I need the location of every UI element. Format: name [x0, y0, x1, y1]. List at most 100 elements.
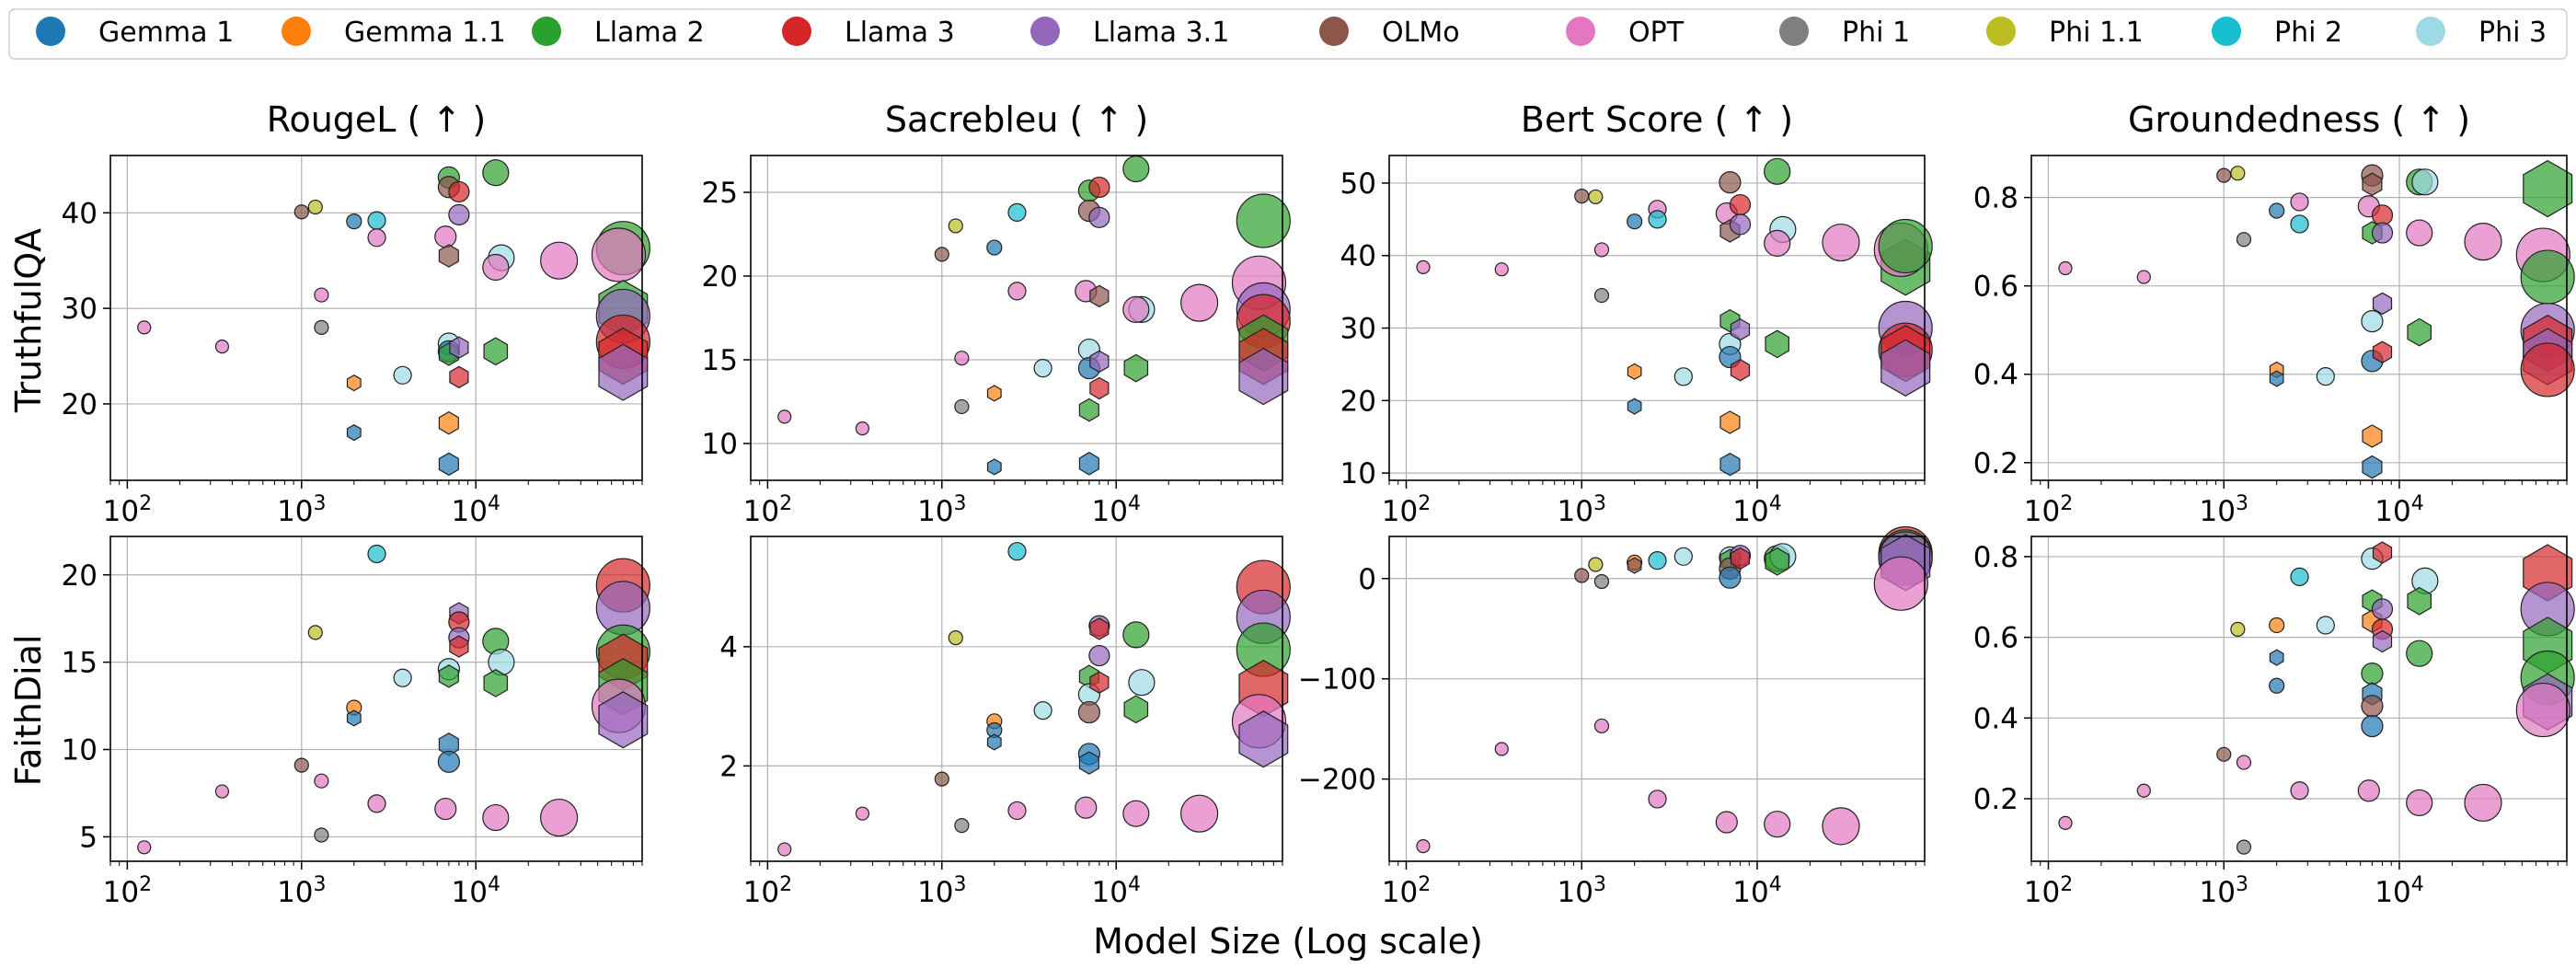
data-point-phi-2	[367, 544, 386, 564]
data-point-llama-2	[1078, 398, 1099, 422]
data-point-gemma-1	[986, 458, 1002, 476]
data-point-llama-2	[2407, 586, 2432, 616]
legend-marker-opt	[1566, 17, 1595, 46]
data-point-phi-1-1	[307, 625, 323, 640]
data-point-opt	[591, 227, 647, 282]
y-tick-label: 0.8	[1973, 541, 2018, 574]
data-point-phi-1-1	[1588, 557, 1604, 572]
y-tick-label: 40	[62, 197, 98, 230]
data-point-gemma-1-1	[2362, 424, 2383, 448]
data-point-olmo	[2216, 746, 2232, 762]
y-tick-label: 4	[719, 631, 738, 664]
data-point-opt	[2290, 192, 2309, 212]
data-point-opt	[482, 803, 510, 832]
data-point-olmo	[1574, 568, 1590, 583]
data-point-llama-3	[2520, 342, 2575, 398]
y-tick-label: 0.4	[1973, 702, 2018, 735]
data-point-opt	[2058, 815, 2073, 830]
x-tick-label: 103	[917, 492, 966, 528]
data-point-opt	[777, 842, 792, 857]
legend-label-olmo: OLMo	[1382, 17, 1460, 49]
y-tick-label: 10	[702, 428, 738, 461]
legend-label-llama-3: Llama 3	[845, 17, 955, 49]
data-point-olmo	[2362, 172, 2383, 196]
data-point-llama-2	[438, 664, 459, 688]
data-point-phi-1	[954, 818, 970, 834]
x-tick-label: 103	[277, 492, 326, 528]
data-point-phi-1	[2236, 839, 2252, 855]
data-point-opt	[1122, 800, 1150, 827]
data-point-llama-3	[1089, 671, 1110, 694]
y-tick-label: 30	[1340, 313, 1376, 346]
subplot-4: 0.2 0.4 0.6 0.8 102 103 104 Groundedness ( ↑ )	[1973, 99, 2575, 528]
data-point-gemma-1-1	[346, 375, 362, 392]
y-tick-label: 50	[1340, 167, 1376, 201]
data-point-llama-3-1	[1730, 317, 1751, 341]
x-tick-label: 102	[743, 873, 792, 909]
legend-label-phi-2: Phi 2	[2274, 17, 2342, 49]
y-tick-label: 0.8	[1973, 182, 2018, 215]
x-tick-label: 103	[2200, 492, 2248, 528]
data-point-llama-2	[1123, 353, 1149, 383]
data-point-phi-3	[2361, 310, 2384, 333]
legend-marker-phi-2	[2212, 17, 2241, 46]
y-tick-label: 15	[702, 344, 738, 377]
legend-marker-gemma-1	[36, 17, 65, 46]
x-tick-label: 102	[103, 873, 152, 909]
x-tick-label: 104	[2375, 873, 2423, 909]
data-point-llama-3	[1730, 359, 1751, 382]
data-point-opt	[1873, 556, 1928, 611]
data-point-opt	[2058, 260, 2073, 276]
data-point-olmo	[1077, 700, 1100, 724]
data-point-llama-2	[2407, 317, 2432, 347]
data-point-gemma-1	[1719, 452, 1741, 477]
data-point-phi-3	[2411, 168, 2439, 196]
legend-frame	[8, 8, 2568, 60]
y-tick-label: 10	[1340, 457, 1376, 490]
plot-frame	[2030, 536, 2568, 862]
data-point-opt	[2236, 755, 2252, 770]
subplot-title: Bert Score ( ↑ )	[1521, 99, 1793, 140]
data-point-opt	[1416, 839, 1431, 854]
x-tick-label: 104	[1732, 492, 1781, 528]
y-tick-label: 0.6	[1973, 622, 2018, 655]
legend-marker-llama-3-1	[1030, 17, 1060, 46]
data-point-opt	[954, 351, 970, 366]
x-tick-label: 102	[743, 492, 792, 528]
data-point-llama-2	[483, 337, 509, 366]
y-tick-label: 5	[79, 821, 98, 854]
data-point-llama-2	[1122, 621, 1150, 649]
legend-marker-phi-1	[1779, 17, 1809, 46]
legend-label-phi-1-1: Phi 1.1	[2049, 17, 2144, 49]
data-point-llama-3-1	[598, 343, 649, 401]
data-point-opt	[1416, 259, 1431, 274]
y-tick-label: 40	[1340, 240, 1376, 273]
legend-label-llama-3-1: Llama 3.1	[1093, 17, 1229, 49]
data-point-phi-1-1	[948, 218, 963, 234]
x-tick-label: 102	[103, 492, 152, 528]
data-point-opt	[314, 287, 329, 303]
plot-frame	[2030, 155, 2568, 481]
data-point-phi-3	[1673, 547, 1693, 566]
x-tick-label: 104	[452, 873, 500, 909]
legend-label-opt: OPT	[1628, 17, 1685, 49]
subplot-8: 0.2 0.4 0.6 0.8 102 103 104	[1973, 536, 2575, 909]
legend-marker-gemma-1-1	[282, 17, 311, 46]
subplot-1: 20 30 40 102 103 104 RougeL ( ↑ )	[62, 99, 650, 528]
data-point-olmo	[1627, 557, 1642, 574]
data-point-opt	[1494, 742, 1509, 756]
data-point-phi-3	[2316, 367, 2335, 386]
data-point-gemma-1-1	[986, 385, 1002, 402]
data-point-phi-1	[314, 319, 329, 335]
y-tick-label: 0.2	[1973, 447, 2018, 480]
subplot-6: 2 4 102 103 104	[719, 536, 1291, 909]
data-point-llama-2	[1765, 329, 1790, 359]
data-point-phi-2	[2290, 214, 2309, 234]
data-point-gemma-1	[1719, 566, 1742, 589]
legend-label-gemma-1-1: Gemma 1.1	[344, 17, 506, 49]
row-label-faithdial: FaithDial	[8, 635, 49, 787]
data-point-opt	[137, 840, 152, 855]
data-point-gemma-1	[346, 424, 362, 442]
x-tick-label: 102	[2024, 873, 2073, 909]
